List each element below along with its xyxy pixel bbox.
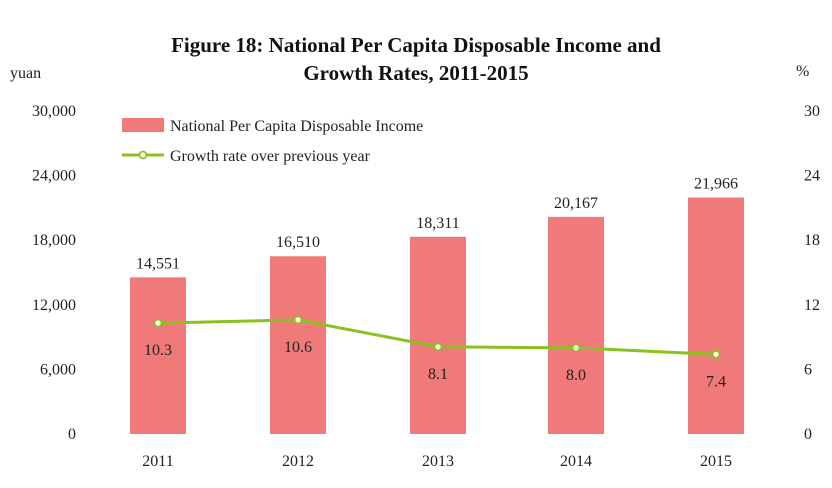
income-bar-label: 20,167 — [554, 195, 598, 212]
right-tick-label: 30 — [804, 103, 820, 120]
right-axis-ticks: 0 6 12 18 24 30 — [804, 103, 820, 443]
category-label: 2011 — [142, 453, 173, 470]
left-tick-label: 12,000 — [32, 297, 76, 314]
income-bar-label: 14,551 — [136, 255, 180, 272]
left-axis-unit: yuan — [10, 65, 41, 82]
income-bar — [688, 197, 744, 434]
growth-line-series — [153, 315, 721, 359]
right-tick-label: 18 — [804, 232, 820, 249]
rate-value-labels: 10.3 10.6 8.1 8.0 7.4 — [144, 339, 726, 390]
income-bar — [270, 256, 326, 434]
growth-point — [153, 318, 163, 328]
left-axis-ticks: 0 6,000 12,000 18,000 24,000 30,000 — [32, 103, 76, 443]
right-tick-label: 0 — [804, 426, 812, 443]
growth-point — [433, 342, 443, 352]
left-tick-label: 30,000 — [32, 103, 76, 120]
chart-title-line-1: Figure 18: National Per Capita Disposabl… — [171, 33, 661, 57]
chart-title-line-2: Growth Rates, 2011-2015 — [303, 61, 528, 85]
right-tick-label: 6 — [804, 361, 812, 378]
category-label: 2012 — [282, 453, 314, 470]
income-bar — [410, 236, 466, 434]
category-labels: 2011 2012 2013 2014 2015 — [142, 453, 732, 470]
left-tick-label: 6,000 — [40, 361, 76, 378]
legend-label-income: National Per Capita Disposable Income — [170, 118, 423, 135]
income-bar — [130, 277, 186, 434]
growth-point — [711, 349, 721, 359]
bar-value-labels: 14,551 16,510 18,311 20,167 21,966 — [136, 175, 738, 272]
income-bar-label: 18,311 — [416, 215, 459, 232]
growth-point — [571, 343, 581, 353]
left-tick-label: 18,000 — [32, 232, 76, 249]
legend-swatch-growth-marker — [138, 150, 148, 160]
category-label: 2015 — [700, 453, 732, 470]
legend-label-growth: Growth rate over previous year — [170, 148, 371, 165]
bar-series — [130, 197, 744, 434]
income-bar-label: 21,966 — [694, 175, 738, 192]
category-label: 2013 — [422, 453, 454, 470]
growth-rate-label: 10.3 — [144, 342, 172, 359]
legend: National Per Capita Disposable Income Gr… — [122, 118, 423, 165]
right-axis-unit: % — [796, 63, 809, 80]
growth-rate-label: 10.6 — [284, 339, 312, 356]
growth-point — [293, 315, 303, 325]
growth-rate-label: 7.4 — [706, 373, 726, 390]
left-tick-label: 0 — [68, 426, 76, 443]
income-bar — [548, 216, 604, 434]
income-bar-label: 16,510 — [276, 234, 320, 251]
right-tick-label: 24 — [804, 168, 820, 185]
category-label: 2014 — [560, 453, 592, 470]
growth-rate-label: 8.0 — [566, 367, 586, 384]
right-tick-label: 12 — [804, 297, 820, 314]
left-tick-label: 24,000 — [32, 168, 76, 185]
growth-rate-label: 8.1 — [428, 366, 448, 383]
legend-swatch-income — [122, 118, 164, 132]
